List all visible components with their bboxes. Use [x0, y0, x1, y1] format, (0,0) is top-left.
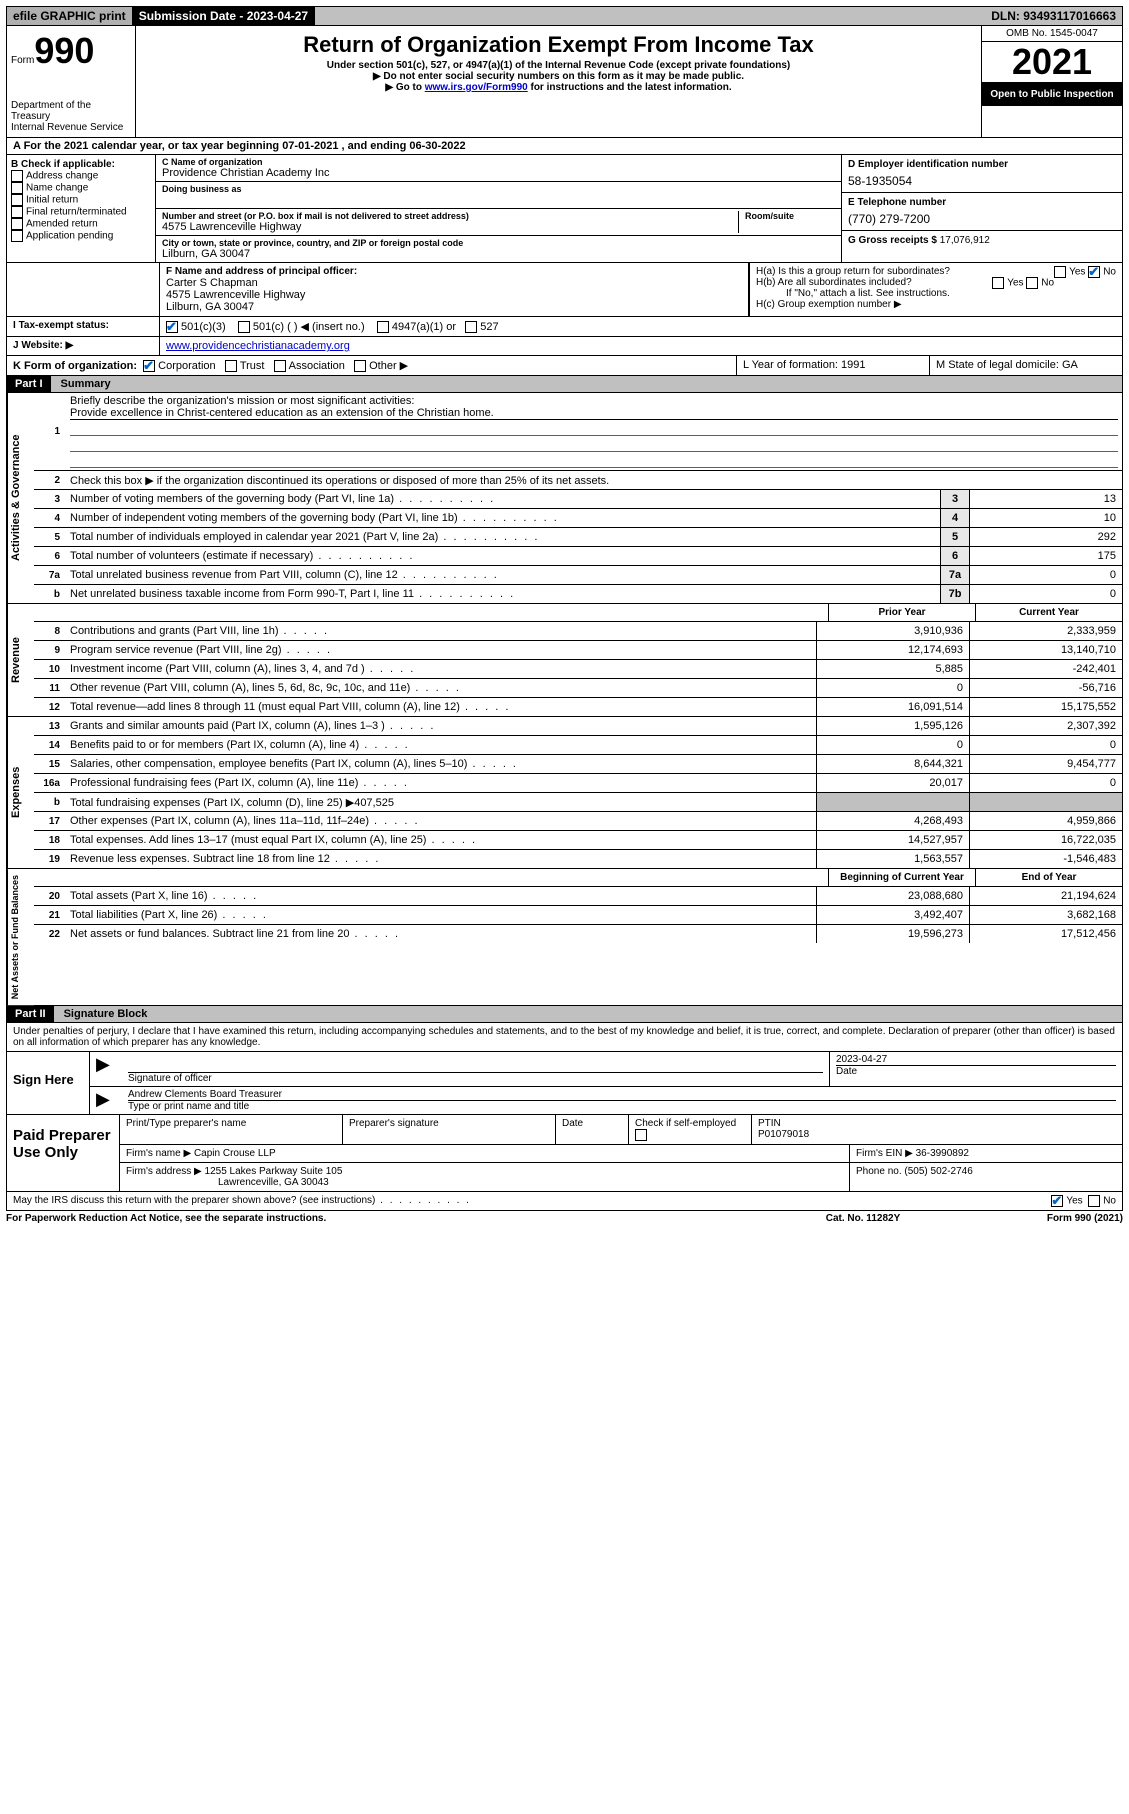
fin-line: 22 Net assets or fund balances. Subtract… [34, 925, 1122, 943]
gov-line: 7a Total unrelated business revenue from… [34, 566, 1122, 585]
fin-line: b Total fundraising expenses (Part IX, c… [34, 793, 1122, 812]
submission-date[interactable]: Submission Date - 2023-04-27 [133, 7, 315, 25]
fin-line: 19 Revenue less expenses. Subtract line … [34, 850, 1122, 868]
fin-line: 16a Professional fundraising fees (Part … [34, 774, 1122, 793]
fin-line: 20 Total assets (Part X, line 16) 23,088… [34, 887, 1122, 906]
gov-line: 5 Total number of individuals employed i… [34, 528, 1122, 547]
gov-line: 3 Number of voting members of the govern… [34, 490, 1122, 509]
form-number: Form990 [11, 30, 131, 72]
col-c-org-info: C Name of organization Providence Christ… [156, 155, 842, 262]
discuss-row: May the IRS discuss this return with the… [6, 1192, 1123, 1211]
section-bcd: B Check if applicable: Address change Na… [6, 155, 1123, 263]
open-public: Open to Public Inspection [982, 83, 1122, 106]
subtitle: Under section 501(c), 527, or 4947(a)(1)… [140, 60, 977, 71]
row-a-tax-year: A For the 2021 calendar year, or tax yea… [6, 138, 1123, 155]
mission-text: Provide excellence in Christ-centered ed… [70, 407, 1118, 420]
col-d-ein-phone: D Employer identification number 58-1935… [842, 155, 1122, 262]
fin-line: 21 Total liabilities (Part X, line 26) 3… [34, 906, 1122, 925]
gov-line: 4 Number of independent voting members o… [34, 509, 1122, 528]
gov-line: 6 Total number of volunteers (estimate i… [34, 547, 1122, 566]
gov-line: b Net unrelated business taxable income … [34, 585, 1122, 603]
firm-phone: (505) 502-2746 [904, 1166, 972, 1177]
fin-line: 8 Contributions and grants (Part VIII, l… [34, 622, 1122, 641]
fin-line: 17 Other expenses (Part IX, column (A), … [34, 812, 1122, 831]
row-i-tax-status: I Tax-exempt status: 501(c)(3) 501(c) ( … [6, 317, 1123, 337]
form-title: Return of Organization Exempt From Incom… [140, 32, 977, 58]
firm-ein: 36-3990892 [916, 1148, 969, 1159]
form-header: Form990 Department of the Treasury Inter… [6, 26, 1123, 138]
expenses-section: Expenses 13 Grants and similar amounts p… [6, 717, 1123, 869]
org-city: Lilburn, GA 30047 [162, 248, 835, 260]
part1-header: Part I Summary [6, 376, 1123, 393]
org-address: 4575 Lawrenceville Highway [162, 221, 738, 233]
gross-receipts: 17,076,912 [940, 235, 990, 246]
activities-governance: Activities & Governance 1 Briefly descri… [6, 393, 1123, 604]
efile-label[interactable]: efile GRAPHIC print [7, 7, 133, 25]
omb-number: OMB No. 1545-0047 [982, 26, 1122, 42]
paid-preparer: Paid Preparer Use Only Print/Type prepar… [6, 1115, 1123, 1192]
col-b-checkboxes: B Check if applicable: Address change Na… [7, 155, 156, 262]
top-bar: efile GRAPHIC print Submission Date - 20… [6, 6, 1123, 26]
sign-here: Sign Here ▶ Signature of officer 2023-04… [6, 1052, 1123, 1115]
row-klm: K Form of organization: Corporation Trus… [6, 356, 1123, 376]
fin-line: 18 Total expenses. Add lines 13–17 (must… [34, 831, 1122, 850]
officer-sig-name: Andrew Clements Board Treasurer [128, 1089, 1116, 1100]
state-domicile: M State of legal domicile: GA [930, 356, 1122, 375]
fin-line: 11 Other revenue (Part VIII, column (A),… [34, 679, 1122, 698]
irs-link[interactable]: www.irs.gov/Form990 [425, 82, 528, 93]
revenue-section: Revenue Prior Year Current Year 8 Contri… [6, 604, 1123, 717]
fin-line: 12 Total revenue—add lines 8 through 11 … [34, 698, 1122, 716]
firm-name: Capin Crouse LLP [194, 1148, 276, 1159]
fin-line: 9 Program service revenue (Part VIII, li… [34, 641, 1122, 660]
fin-line: 14 Benefits paid to or for members (Part… [34, 736, 1122, 755]
phone: (770) 279-7200 [848, 208, 1116, 226]
dln: DLN: 93493117016663 [985, 7, 1122, 25]
tax-year: 2021 [982, 42, 1122, 83]
dept-treasury: Department of the Treasury [11, 100, 131, 122]
ein: 58-1935054 [848, 170, 1116, 188]
note-ssn: ▶ Do not enter social security numbers o… [140, 71, 977, 82]
sign-date: 2023-04-27 [836, 1054, 1116, 1065]
firm-addr: 1255 Lakes Parkway Suite 105 [205, 1166, 343, 1177]
part2-header: Part II Signature Block [6, 1006, 1123, 1023]
officer-name: Carter S Chapman [166, 277, 742, 289]
year-formation: L Year of formation: 1991 [737, 356, 930, 375]
website-link[interactable]: www.providencechristianacademy.org [166, 340, 350, 352]
note-link: ▶ Go to www.irs.gov/Form990 for instruct… [140, 82, 977, 93]
fin-line: 10 Investment income (Part VIII, column … [34, 660, 1122, 679]
org-name: Providence Christian Academy Inc [162, 167, 835, 179]
row-j-website: J Website: ▶ www.providencechristianacad… [6, 337, 1123, 356]
irs-label: Internal Revenue Service [11, 122, 131, 133]
penalty-text: Under penalties of perjury, I declare th… [6, 1023, 1123, 1052]
row-fh: F Name and address of principal officer:… [6, 263, 1123, 317]
fin-line: 15 Salaries, other compensation, employe… [34, 755, 1122, 774]
fin-line: 13 Grants and similar amounts paid (Part… [34, 717, 1122, 736]
ptin: P01079018 [758, 1129, 809, 1140]
net-assets-section: Net Assets or Fund Balances Beginning of… [6, 869, 1123, 1006]
footer: For Paperwork Reduction Act Notice, see … [6, 1211, 1123, 1224]
